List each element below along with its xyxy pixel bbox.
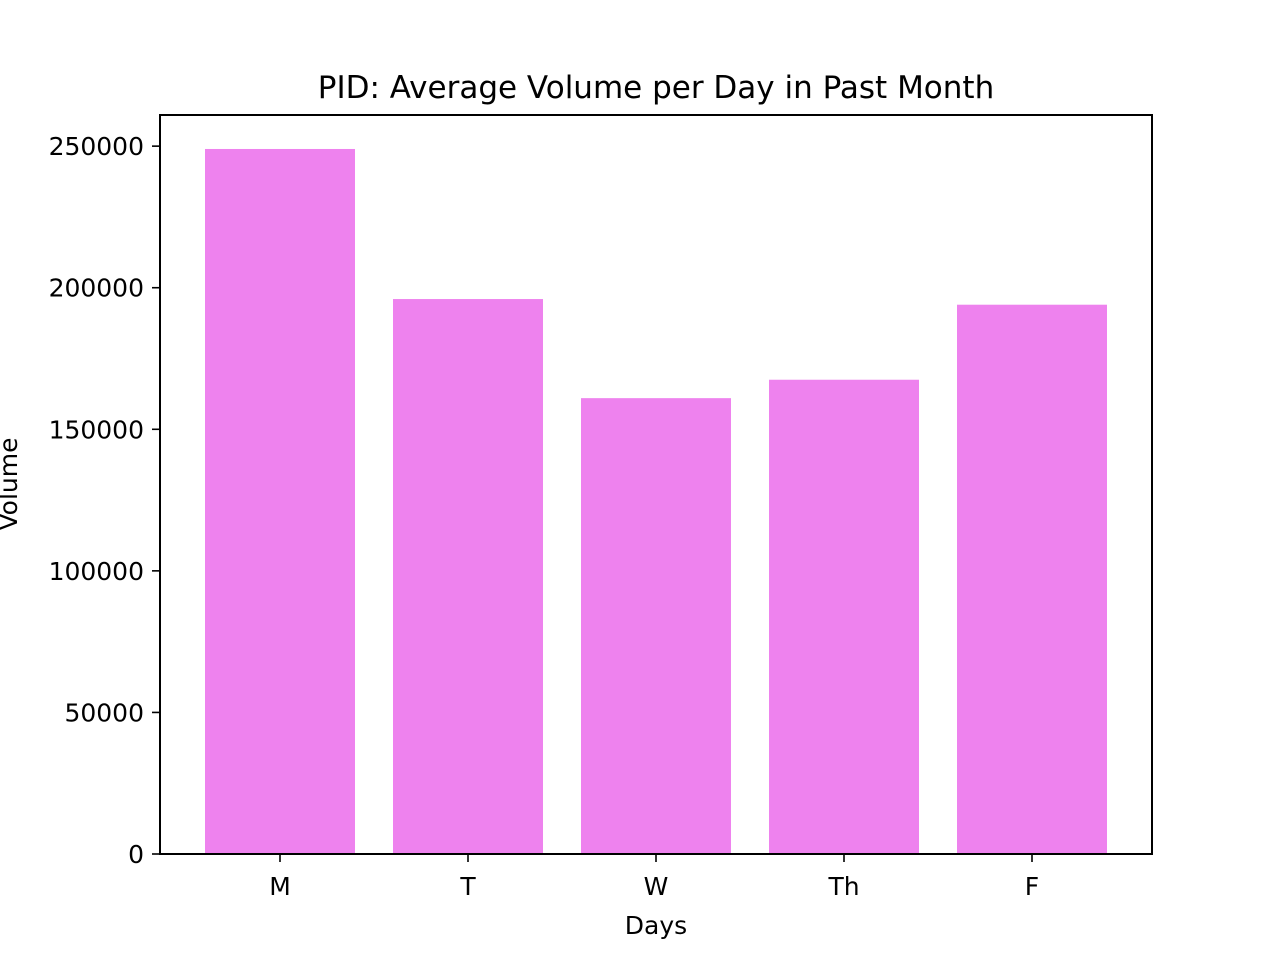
x-tick-label: F bbox=[1025, 872, 1039, 901]
bar-f bbox=[957, 304, 1107, 855]
plot-area-frame bbox=[159, 114, 1153, 855]
y-tick-label: 0 bbox=[128, 840, 144, 869]
y-axis-label: Volume bbox=[0, 438, 23, 531]
y-tick-label: 100000 bbox=[49, 557, 144, 586]
bar-t bbox=[393, 299, 543, 855]
bar-w bbox=[581, 398, 731, 854]
bar-m bbox=[205, 148, 355, 855]
y-tick-label: 50000 bbox=[64, 698, 144, 727]
y-tick-label: 200000 bbox=[49, 274, 144, 303]
y-tick-label: 150000 bbox=[49, 415, 144, 444]
x-tick-label: Th bbox=[827, 872, 859, 901]
x-tick-label: T bbox=[459, 872, 476, 901]
chart-title: PID: Average Volume per Day in Past Mont… bbox=[318, 70, 994, 106]
bar-th bbox=[769, 379, 919, 854]
y-tick-label: 250000 bbox=[49, 132, 144, 161]
x-axis-label: Days bbox=[625, 911, 687, 940]
x-tick-label: M bbox=[269, 872, 291, 901]
y-axis-ticks: 0 50000 100000 150000 200000 250000 bbox=[49, 132, 160, 869]
bars-group bbox=[205, 148, 1107, 855]
x-axis-ticks: M T W Th F bbox=[269, 854, 1039, 901]
x-tick-label: W bbox=[644, 872, 669, 901]
